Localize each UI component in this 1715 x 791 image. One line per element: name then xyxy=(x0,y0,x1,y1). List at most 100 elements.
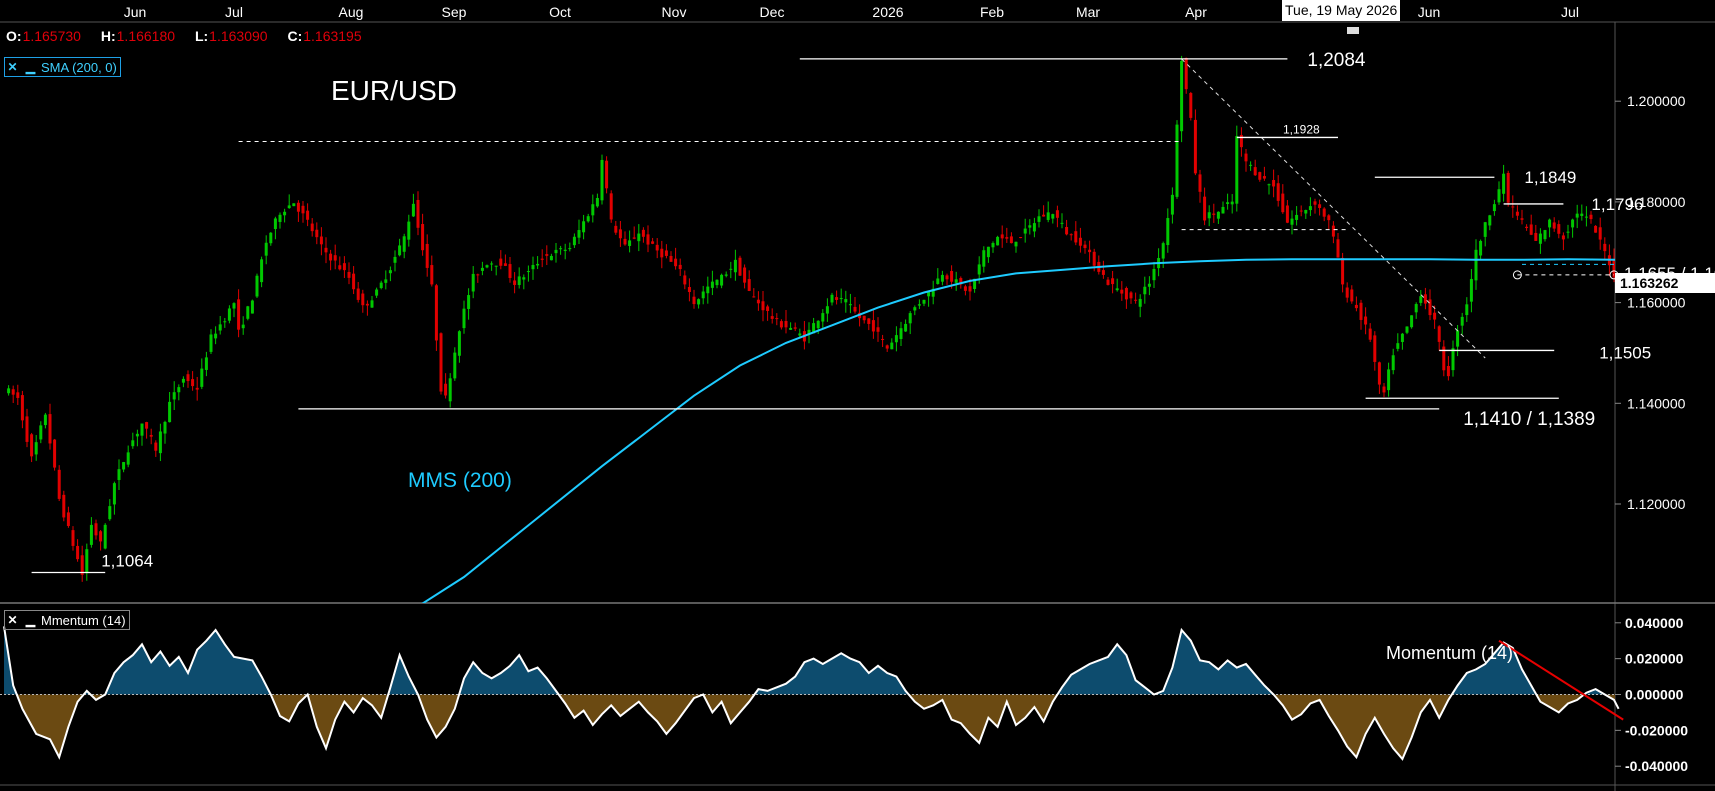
candle-body xyxy=(237,299,241,330)
close-icon[interactable]: ✕ xyxy=(5,59,20,75)
candle-body xyxy=(227,308,231,321)
candle-body xyxy=(168,401,172,423)
candle-body xyxy=(1184,57,1188,90)
candle-body xyxy=(1055,210,1059,218)
candle-body xyxy=(1341,257,1345,285)
candle-body xyxy=(1111,278,1115,285)
candle-body xyxy=(798,333,802,336)
candle-body xyxy=(163,421,167,434)
candle-body xyxy=(632,237,636,239)
candle-body xyxy=(954,279,958,283)
minimize-icon[interactable]: ▁ xyxy=(25,613,36,627)
candle-body xyxy=(1281,193,1285,213)
candle-body xyxy=(1382,386,1386,393)
candle-body xyxy=(1267,184,1271,186)
candle-body xyxy=(1419,296,1423,303)
momentum-negative-area xyxy=(4,694,1615,759)
candle-body xyxy=(333,255,337,261)
candle-body xyxy=(1492,204,1496,212)
candle-body xyxy=(177,387,181,393)
candle-body xyxy=(181,378,185,383)
candle-body xyxy=(595,198,599,207)
candle-body xyxy=(186,374,190,382)
price-tick-label: 1.180000 xyxy=(1627,194,1686,210)
candle-body xyxy=(1285,205,1289,223)
momentum-axis: 0.040000 0.020000 0.000000 -0.020000 -0.0400… xyxy=(1615,615,1688,774)
candle-body xyxy=(7,388,11,394)
candle-body xyxy=(1442,346,1446,371)
sma-200-line xyxy=(421,258,1615,603)
candles xyxy=(7,55,1615,582)
sma-annotation: MMS (200) xyxy=(408,469,512,492)
candle-body xyxy=(729,268,733,270)
candle-body xyxy=(1258,172,1262,180)
candle-body xyxy=(503,263,507,266)
candle-body xyxy=(1152,268,1156,281)
candle-body xyxy=(683,275,687,285)
candle-body xyxy=(1327,215,1331,221)
candle-body xyxy=(821,313,825,322)
candle-body xyxy=(232,303,236,309)
candle-body xyxy=(977,264,981,275)
candle-body xyxy=(1350,289,1354,302)
candle-body xyxy=(701,291,705,299)
candle-body xyxy=(1405,326,1409,333)
momentum-indicator-legend[interactable]: ✕ ▁ Mmentum (14) xyxy=(4,610,130,630)
candle-body xyxy=(522,277,526,280)
candle-body xyxy=(1249,164,1253,166)
x-tick-label: Jun xyxy=(124,4,147,20)
candle-body xyxy=(669,255,673,262)
candle-body xyxy=(1529,224,1533,235)
crosshair-date-label: Tue, 19 May 2026 xyxy=(1282,0,1401,21)
candle-body xyxy=(453,352,457,379)
candle-body xyxy=(982,250,986,267)
x-tick-label: Dec xyxy=(760,4,785,20)
candle-body xyxy=(80,555,84,575)
last-price-label: 1.163262 xyxy=(1615,273,1715,293)
candle-body xyxy=(1042,214,1046,217)
candle-body xyxy=(1019,237,1023,239)
candle-body xyxy=(766,306,770,311)
candle-body xyxy=(1566,231,1570,233)
candle-body xyxy=(779,321,783,328)
candle-body xyxy=(1479,240,1483,256)
candle-body xyxy=(1603,243,1607,252)
candle-body xyxy=(710,281,714,288)
candle-body xyxy=(66,512,70,526)
level-label: 1,1505 xyxy=(1599,343,1651,362)
candle-body xyxy=(1598,227,1602,240)
candle-body xyxy=(830,294,834,303)
candle-body xyxy=(204,357,208,370)
candle-body xyxy=(876,327,880,332)
momentum-indicator-label: Mmentum (14) xyxy=(41,612,126,628)
candle-body xyxy=(1456,330,1460,347)
candle-body xyxy=(444,383,448,396)
candle-body xyxy=(1387,369,1391,391)
candle-body xyxy=(1410,315,1414,328)
candle-body xyxy=(1313,201,1317,205)
candle-body xyxy=(126,452,130,465)
candle-body xyxy=(609,193,613,220)
candle-body xyxy=(1143,286,1147,295)
candle-body xyxy=(375,289,379,296)
candle-body xyxy=(936,278,940,285)
candle-body xyxy=(356,288,360,300)
candle-body xyxy=(112,483,116,505)
candle-body xyxy=(89,524,93,545)
candle-body xyxy=(660,248,664,258)
price-tick-label: 1.120000 xyxy=(1627,496,1686,512)
candle-body xyxy=(158,431,162,454)
candle-body xyxy=(264,242,268,256)
candle-body xyxy=(531,264,535,270)
candle-body xyxy=(1594,225,1598,233)
candle-body xyxy=(715,279,719,286)
sma-indicator-legend[interactable]: ✕ ▁ SMA (200, 0) xyxy=(4,57,121,77)
close-icon[interactable]: ✕ xyxy=(7,613,18,627)
candle-body xyxy=(218,324,222,331)
candle-body xyxy=(1175,124,1179,197)
candle-body xyxy=(724,274,728,276)
minimize-icon[interactable]: ▁ xyxy=(23,59,38,75)
open-value: 1.165730 xyxy=(22,28,81,44)
